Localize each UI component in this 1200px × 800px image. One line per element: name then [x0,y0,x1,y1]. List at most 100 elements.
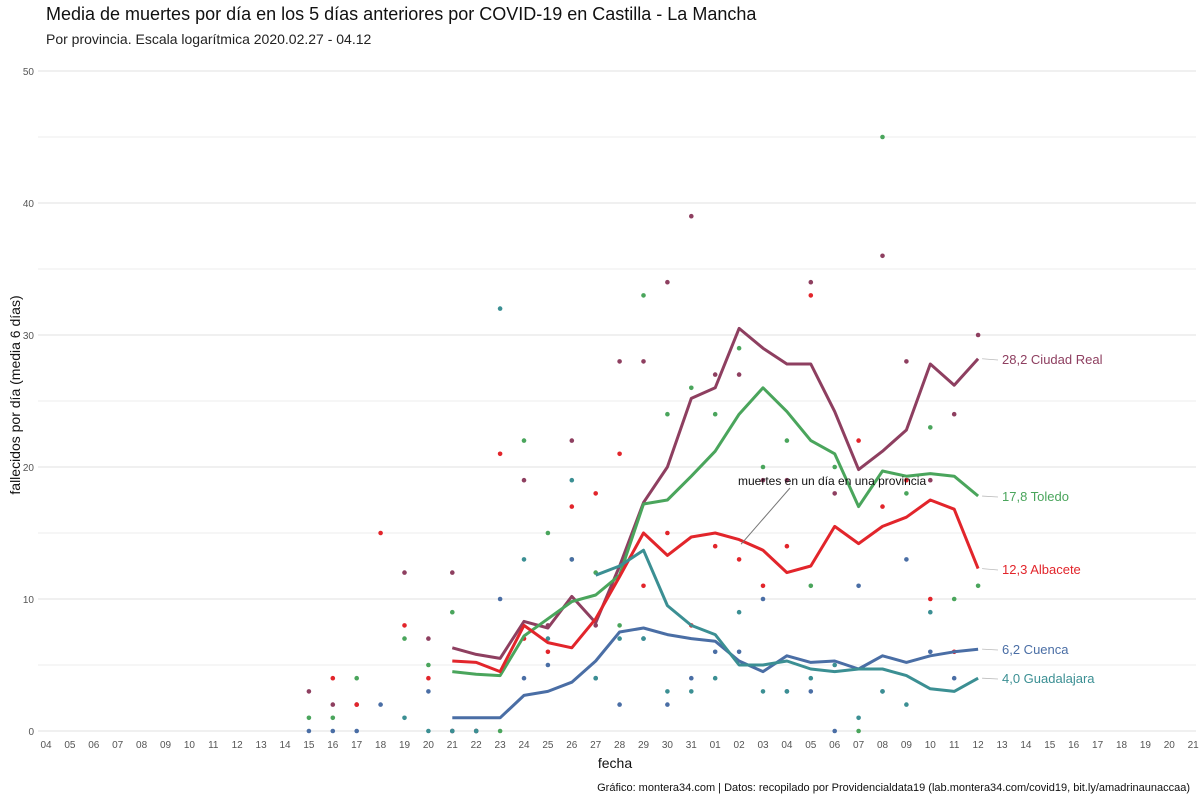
data-point-ciudad-real [569,438,575,443]
x-tick-label: 10 [184,740,196,751]
chart-title: Media de muertes por día en los 5 días a… [46,4,757,24]
x-tick-label: 06 [88,740,100,751]
data-point-toledo [880,134,885,140]
data-point-ciudad-real [521,477,527,483]
data-point-ciudad-real [426,636,431,641]
data-point-cuenca [689,675,694,681]
data-point-ciudad-real [975,332,981,338]
data-point-cuenca [306,728,312,734]
x-tick-label: 17 [351,740,363,751]
data-point-toledo [545,530,551,536]
data-point-albacete [402,623,407,628]
label-leader-line [982,495,999,498]
data-point-albacete [593,491,598,496]
data-point-cuenca [617,702,622,707]
data-point-cuenca [928,649,933,655]
x-tick-label: 17 [1092,740,1104,751]
y-tick-label: 10 [23,595,35,606]
data-point-albacete [497,451,503,457]
data-point-albacete [426,675,431,681]
data-point-toledo [760,464,766,470]
data-point-toledo [832,464,837,470]
x-tick-label: 04 [40,740,52,751]
data-point-albacete [617,451,622,457]
data-point-guadalajara [402,715,407,721]
x-tick-label: 08 [136,740,148,751]
data-point-toledo [617,623,622,628]
data-point-cuenca [545,662,551,668]
data-point-cuenca [760,596,766,602]
x-tick-label: 13 [996,740,1008,751]
data-point-guadalajara [904,702,909,707]
x-tick-label: 09 [901,740,913,751]
data-point-cuenca [712,649,718,655]
data-point-guadalajara [473,728,479,734]
series-end-label-cuenca: 6,2 Cuenca [1002,642,1069,657]
data-point-albacete [354,702,360,707]
x-tick-label: 23 [495,740,507,751]
data-point-cuenca [521,675,527,681]
x-tick-label: 31 [686,740,698,751]
x-tick-label: 06 [829,740,841,751]
data-point-guadalajara [617,636,622,641]
data-point-albacete [545,649,551,655]
data-point-guadalajara [569,477,575,483]
data-point-guadalajara [641,636,646,641]
data-point-ciudad-real [736,372,742,377]
data-point-cuenca [426,689,431,694]
data-point-guadalajara [712,675,718,681]
data-point-ciudad-real [402,570,407,575]
data-point-guadalajara [832,662,837,668]
data-point-toledo [497,728,503,734]
data-point-cuenca [736,649,742,655]
x-tick-label: 04 [781,740,793,751]
data-point-toledo [306,715,312,721]
data-point-ciudad-real [784,477,790,483]
series-line-guadalajara [595,548,979,693]
x-axis-title: fecha [598,755,632,771]
x-tick-label: 15 [303,740,315,751]
x-tick-label: 19 [399,740,411,751]
x-tick-label: 01 [710,740,722,751]
data-point-toledo [450,609,455,615]
label-leader-line [982,677,999,680]
data-point-albacete [808,293,814,298]
x-tick-label: 15 [1044,740,1056,751]
data-point-guadalajara [736,609,742,615]
x-tick-label: 12 [232,740,244,751]
data-point-guadalajara [665,689,670,694]
data-point-albacete [904,477,909,483]
data-point-albacete [569,504,575,509]
data-point-ciudad-real [450,570,455,575]
data-point-toledo [354,675,360,681]
data-point-cuenca [354,728,360,734]
x-tick-label: 11 [949,740,960,751]
data-point-ciudad-real [665,279,670,285]
x-tick-label: 07 [112,740,124,751]
data-point-toledo [928,425,933,430]
data-point-cuenca [378,702,383,707]
data-point-ciudad-real [760,477,766,483]
annotation-arrow [740,487,791,545]
data-point-ciudad-real [641,359,646,364]
data-point-toledo [904,491,909,496]
data-point-toledo [426,662,431,668]
data-point-guadalajara [593,675,598,681]
x-tick-label: 07 [853,740,865,751]
y-tick-label: 50 [23,67,35,78]
x-tick-label: 18 [1116,740,1128,751]
data-point-albacete [641,583,646,589]
data-point-toledo [641,293,646,298]
series-line-ciudad-real [451,326,980,660]
x-tick-label: 26 [566,740,578,751]
data-point-cuenca [832,728,837,734]
data-point-albacete [378,530,383,536]
data-point-ciudad-real [617,359,622,364]
x-tick-label: 09 [160,740,172,751]
x-tick-label: 30 [662,740,674,751]
x-tick-label: 22 [471,740,483,751]
data-point-ciudad-real [904,359,909,364]
data-point-cuenca [569,557,575,562]
data-point-toledo [784,438,790,443]
series-end-label-albacete: 12,3 Albacete [1002,562,1081,577]
